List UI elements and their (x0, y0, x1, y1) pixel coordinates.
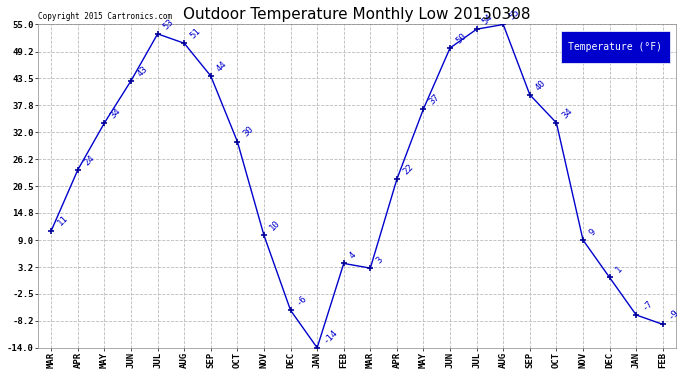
Text: 34: 34 (108, 106, 123, 120)
Text: 10: 10 (268, 219, 282, 232)
Text: 40: 40 (534, 78, 548, 92)
Text: 34: 34 (560, 106, 575, 120)
Text: 22: 22 (401, 162, 415, 176)
Text: 30: 30 (241, 125, 255, 139)
Text: 55: 55 (507, 8, 522, 22)
Text: 43: 43 (135, 64, 149, 78)
Text: 37: 37 (428, 92, 442, 106)
Text: 9: 9 (587, 227, 598, 237)
Text: 54: 54 (481, 12, 495, 26)
Text: -14: -14 (322, 327, 339, 345)
Text: 44: 44 (215, 59, 229, 73)
Text: 24: 24 (82, 153, 96, 167)
Text: 11: 11 (55, 214, 70, 228)
Text: Copyright 2015 Cartronics.com: Copyright 2015 Cartronics.com (38, 12, 172, 21)
Text: 4: 4 (348, 251, 358, 261)
Text: 3: 3 (375, 255, 384, 266)
Text: 53: 53 (161, 17, 176, 31)
Title: Outdoor Temperature Monthly Low 20150308: Outdoor Temperature Monthly Low 20150308 (184, 7, 531, 22)
Text: -7: -7 (640, 298, 654, 312)
Text: Temperature (°F): Temperature (°F) (569, 42, 662, 52)
Text: 1: 1 (614, 264, 624, 275)
FancyBboxPatch shape (561, 31, 670, 63)
Text: 51: 51 (188, 27, 202, 40)
Text: -6: -6 (295, 294, 308, 308)
Text: 50: 50 (454, 31, 469, 45)
Text: -9: -9 (667, 308, 681, 321)
